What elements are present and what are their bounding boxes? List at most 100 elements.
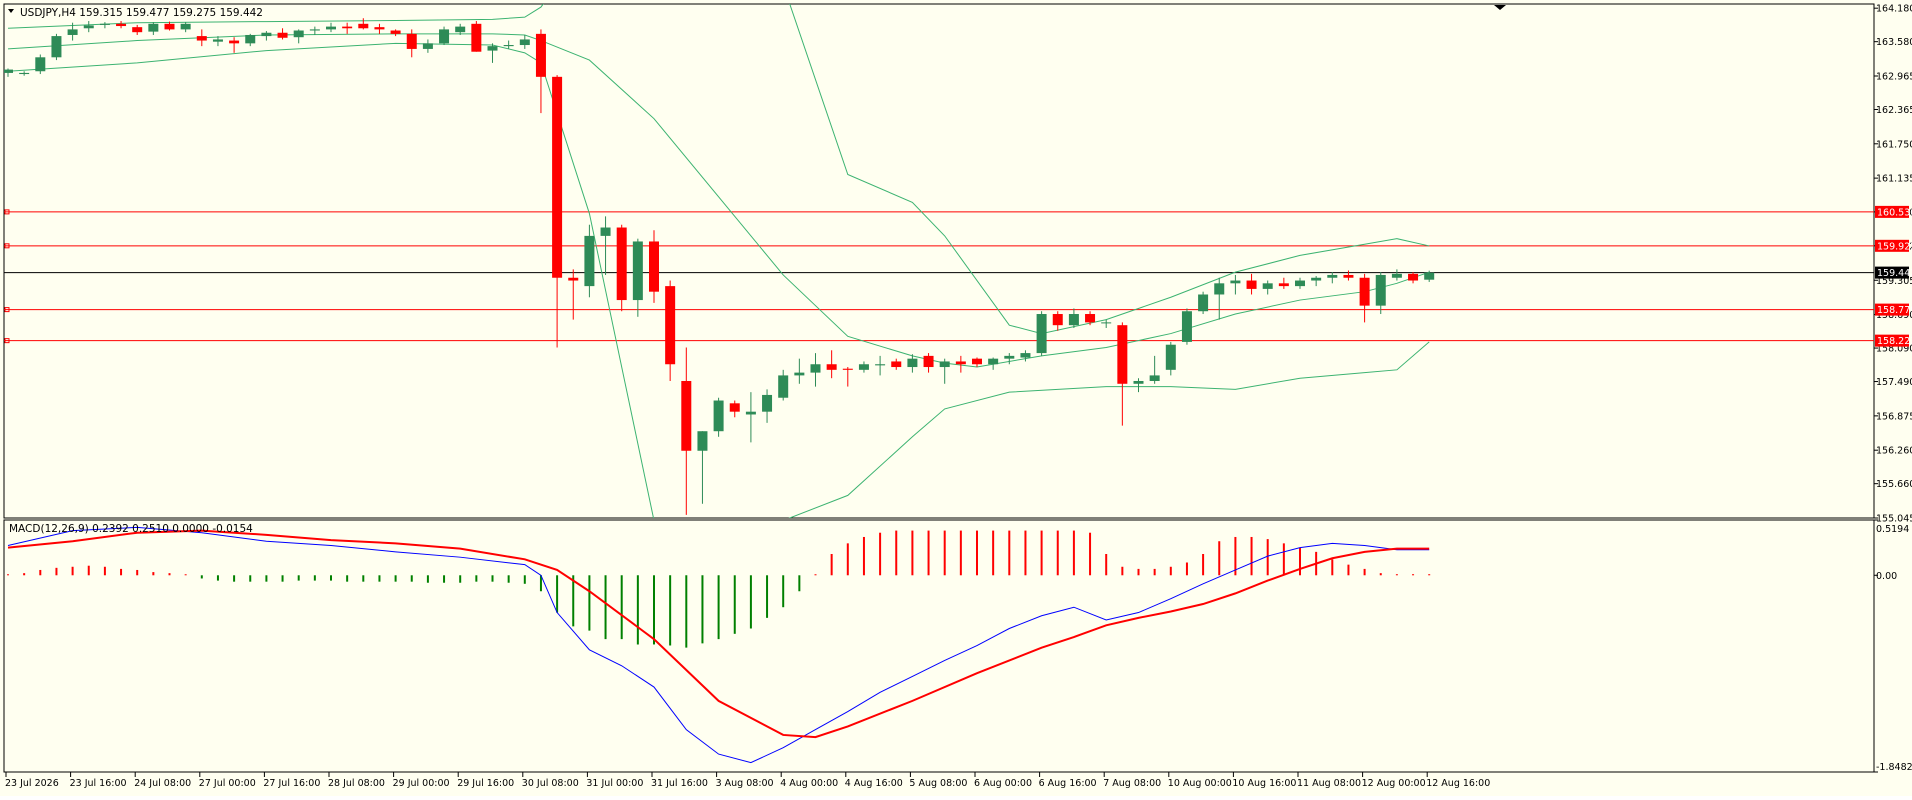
candle[interactable]: [67, 22, 78, 41]
candle[interactable]: [778, 369, 789, 401]
candle[interactable]: [923, 353, 934, 373]
candle[interactable]: [729, 400, 740, 418]
candle[interactable]: [148, 22, 159, 35]
candle[interactable]: [1214, 277, 1225, 320]
candle[interactable]: [471, 21, 482, 52]
candle[interactable]: [632, 238, 643, 317]
candle[interactable]: [196, 29, 207, 47]
candle[interactable]: [745, 392, 756, 443]
candle[interactable]: [535, 29, 546, 114]
candle-body: [342, 26, 353, 29]
chart-shift-icon[interactable]: [1494, 5, 1506, 10]
candle[interactable]: [1375, 272, 1386, 315]
candle-body: [1181, 311, 1192, 342]
candle[interactable]: [616, 224, 627, 312]
candle[interactable]: [584, 224, 595, 298]
candle[interactable]: [649, 230, 659, 303]
candle[interactable]: [988, 357, 999, 370]
candle[interactable]: [116, 21, 127, 29]
candle[interactable]: [907, 354, 918, 373]
candle[interactable]: [245, 33, 256, 47]
candle[interactable]: [1424, 270, 1435, 282]
candle[interactable]: [1085, 311, 1096, 326]
candle[interactable]: [390, 29, 401, 37]
level-anchor-0[interactable]: [4, 209, 10, 215]
candle[interactable]: [1230, 274, 1241, 295]
candle[interactable]: [713, 397, 724, 437]
candle[interactable]: [1020, 350, 1031, 362]
level-anchor-2[interactable]: [4, 307, 10, 313]
candle[interactable]: [1149, 355, 1160, 384]
candle[interactable]: [568, 269, 579, 320]
candle[interactable]: [342, 22, 353, 34]
candle[interactable]: [1133, 378, 1144, 393]
candle[interactable]: [229, 37, 240, 53]
candle[interactable]: [1408, 272, 1419, 284]
candle[interactable]: [1295, 277, 1305, 289]
candle[interactable]: [19, 71, 30, 76]
candle[interactable]: [3, 68, 13, 77]
level-anchor-3[interactable]: [4, 338, 10, 344]
candle[interactable]: [212, 36, 223, 47]
candle[interactable]: [826, 350, 837, 379]
candle[interactable]: [1262, 280, 1273, 295]
candle[interactable]: [552, 75, 563, 348]
candle[interactable]: [1343, 270, 1354, 281]
candle[interactable]: [1101, 319, 1112, 328]
candle[interactable]: [665, 280, 676, 381]
candle[interactable]: [180, 22, 191, 33]
candle[interactable]: [1004, 353, 1015, 365]
candle[interactable]: [891, 358, 902, 370]
candle[interactable]: [164, 21, 175, 31]
macd-panel[interactable]: 0.5194 0.00 -1.8482 MACD(12,26,9) 0.2392 0…: [3, 519, 1912, 773]
candle[interactable]: [1052, 311, 1063, 331]
candle[interactable]: [406, 29, 417, 58]
candle[interactable]: [972, 357, 982, 368]
candle[interactable]: [1036, 311, 1047, 356]
candle[interactable]: [955, 355, 966, 373]
candle[interactable]: [1278, 277, 1289, 289]
candle[interactable]: [600, 216, 611, 275]
candle[interactable]: [794, 358, 805, 384]
candle[interactable]: [374, 23, 385, 34]
candle-body: [1117, 325, 1128, 384]
candle[interactable]: [1068, 308, 1079, 328]
candle[interactable]: [51, 33, 62, 61]
price-panel[interactable]: 164.180 163.580 162.965 162.365 161.750 161.1…: [3, 0, 1912, 525]
candle[interactable]: [875, 355, 886, 376]
candle[interactable]: [309, 26, 320, 35]
candle[interactable]: [1165, 341, 1176, 376]
candle[interactable]: [939, 358, 950, 384]
chart-menu-icon[interactable]: [8, 9, 14, 13]
candle[interactable]: [1117, 322, 1128, 426]
candle[interactable]: [35, 54, 46, 75]
candle[interactable]: [326, 22, 336, 33]
candle[interactable]: [293, 29, 304, 44]
candle[interactable]: [358, 18, 369, 30]
candle[interactable]: [1198, 291, 1209, 315]
candle[interactable]: [99, 22, 110, 29]
candle[interactable]: [1311, 276, 1322, 287]
candle[interactable]: [810, 353, 821, 387]
candle[interactable]: [455, 23, 466, 35]
candle[interactable]: [422, 39, 433, 53]
candle[interactable]: [762, 389, 773, 423]
level-anchor-1[interactable]: [4, 243, 10, 249]
candle[interactable]: [277, 28, 288, 40]
candle[interactable]: [439, 26, 450, 46]
candle[interactable]: [1246, 273, 1257, 295]
candle[interactable]: [261, 31, 272, 41]
candle[interactable]: [1327, 272, 1338, 284]
candle[interactable]: [83, 21, 94, 33]
candle[interactable]: [519, 34, 530, 49]
candle[interactable]: [697, 431, 708, 504]
candle[interactable]: [1391, 269, 1402, 281]
candle[interactable]: [1181, 308, 1192, 345]
candle[interactable]: [487, 43, 498, 63]
candle[interactable]: [842, 367, 853, 387]
candle[interactable]: [1359, 273, 1370, 323]
candle[interactable]: [681, 347, 692, 515]
candle[interactable]: [503, 40, 514, 49]
candle[interactable]: [132, 24, 143, 35]
candle[interactable]: [858, 361, 869, 373]
